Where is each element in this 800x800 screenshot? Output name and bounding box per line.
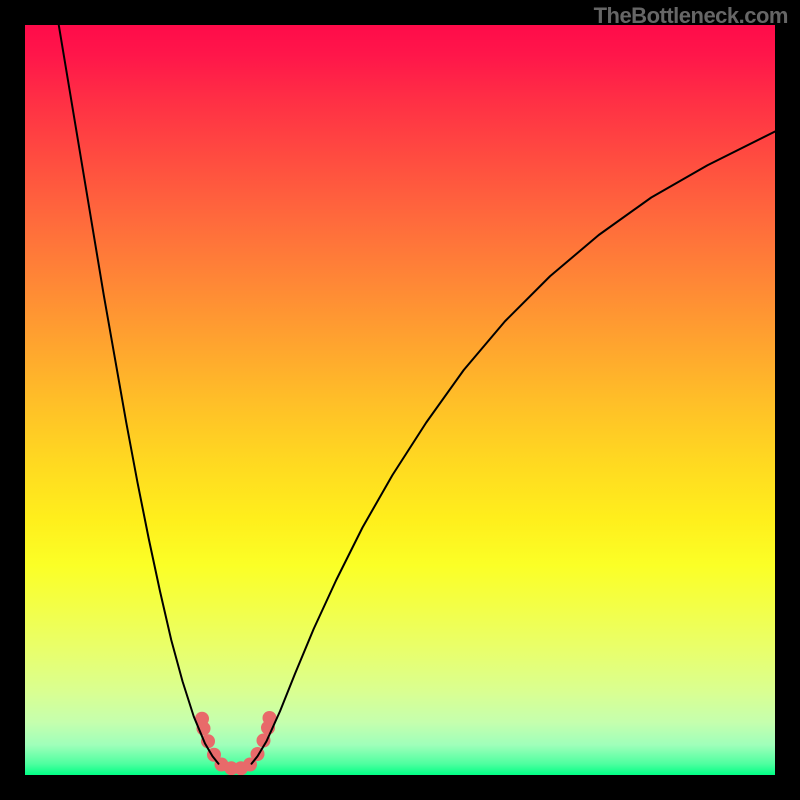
gradient-background: [25, 25, 775, 775]
watermark-text: TheBottleneck.com: [594, 3, 788, 29]
plot-area: [25, 25, 775, 775]
chart-svg: [25, 25, 775, 775]
chart-container: TheBottleneck.com: [0, 0, 800, 800]
